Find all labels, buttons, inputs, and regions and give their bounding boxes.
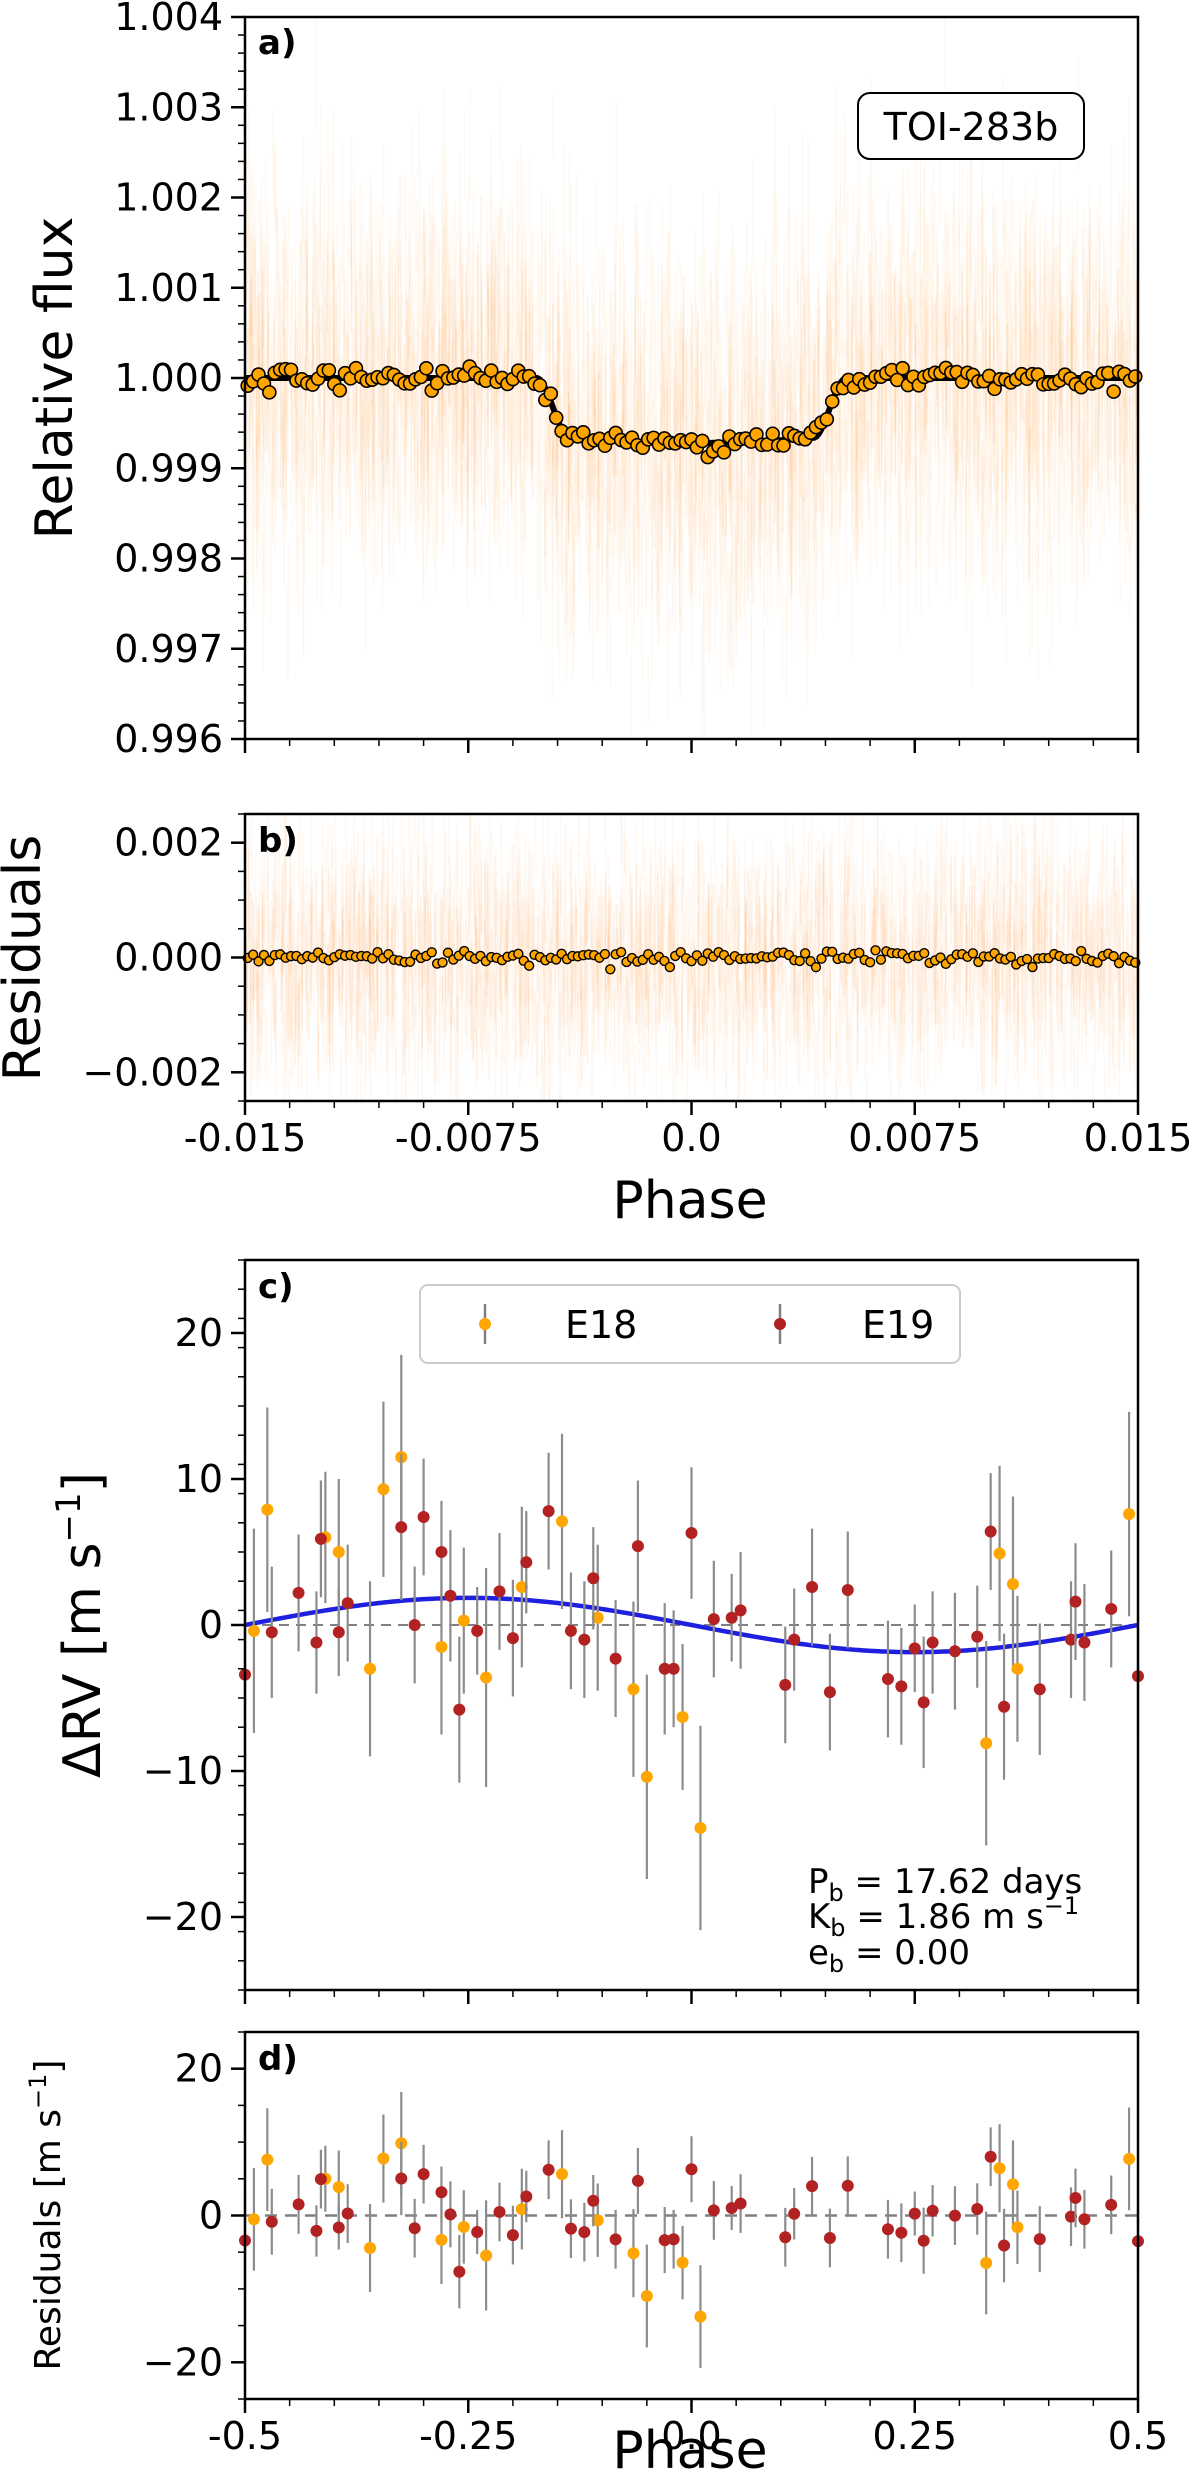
binned-flux-point: [695, 433, 710, 449]
binned-flux-point: [776, 438, 791, 453]
panel-a-tag: a): [258, 23, 296, 63]
binned-flux-point: [895, 360, 910, 376]
binned-flux-point: [819, 411, 835, 427]
binned-flux-point: [548, 410, 564, 426]
planet-name-label: TOI-283b: [883, 105, 1059, 149]
binned-flux-point: [1127, 369, 1143, 384]
binned-flux-point: [824, 394, 840, 409]
panel-a-ytick-label-4: 1.000: [114, 356, 223, 400]
panel-a-y-ticks: 0.996 0.997 0.998 0.999 1.000 1.001 1.002 1.003…: [114, 0, 245, 761]
binned-flux-point: [419, 360, 434, 376]
panel-a-ytick-label-8: 1.004: [114, 0, 223, 39]
planet-name-box: TOI-283b: [857, 92, 1085, 160]
binned-flux-point: [1106, 384, 1121, 399]
panel-a-ytick-label-1: 0.997: [114, 627, 223, 671]
binned-flux-point: [543, 386, 559, 401]
panel-a-ytick-label-2: 0.998: [114, 537, 223, 581]
binned-flux-point: [332, 383, 348, 398]
binned-flux-point: [532, 377, 548, 393]
binned-flux-point: [716, 445, 732, 460]
panel-a-transit-lightcurve: 0.996 0.997 0.998 0.999 1.000 1.001 1.002 1.003…: [25, 0, 1143, 761]
panel-a-ytick-label-5: 1.001: [114, 266, 223, 310]
panel-a-ytick-label-3: 0.999: [114, 446, 223, 490]
panel-a-x-ticks: [243, 739, 1140, 753]
panel-a-ytick-label-7: 1.003: [114, 85, 223, 129]
binned-flux-point: [765, 426, 780, 442]
panel-a-ylabel: Relative flux: [25, 217, 85, 540]
panel-a-ytick-label-6: 1.002: [114, 176, 223, 220]
binned-flux-point: [262, 385, 277, 400]
panel-a-ytick-label-0: 0.996: [114, 717, 223, 761]
binned-flux-point: [321, 362, 337, 378]
panel-a-binned-flux-points: [240, 359, 1143, 465]
